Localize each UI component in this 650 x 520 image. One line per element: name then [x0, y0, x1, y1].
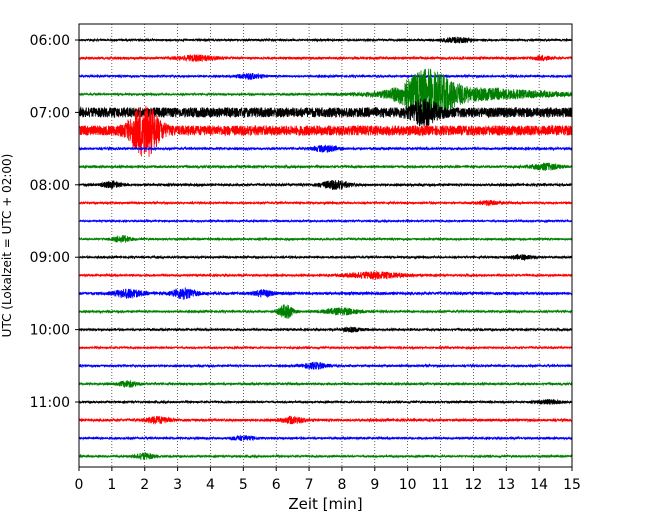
- trace-0815: [78, 199, 573, 207]
- y-tick-label: 09:00: [30, 250, 70, 266]
- y-tick-label: 11:00: [30, 395, 70, 411]
- x-tick-label: 4: [206, 477, 215, 493]
- trace-0645: [78, 68, 573, 120]
- trace-1145: [78, 452, 573, 460]
- trace-0915: [78, 270, 573, 281]
- y-tick-label: 10:00: [30, 323, 70, 339]
- trace-1015: [78, 345, 573, 351]
- x-tick-label: 0: [75, 477, 84, 493]
- y-axis-label: UTC (Lokalzeit = UTC + 02:00): [0, 154, 14, 338]
- x-tick-label: 7: [305, 477, 314, 493]
- trace-0715: [78, 105, 573, 157]
- trace-0700: [78, 98, 573, 127]
- x-tick-label: 13: [497, 477, 515, 493]
- trace-1000: [78, 326, 573, 333]
- trace-1115: [78, 415, 573, 425]
- x-tick-label: 6: [272, 477, 281, 493]
- trace-0845: [78, 235, 573, 244]
- x-tick-label: 12: [464, 477, 482, 493]
- y-tick-label: 07:00: [30, 105, 70, 121]
- trace-0800: [78, 179, 573, 190]
- trace-0615: [78, 53, 573, 63]
- x-tick-label: 1: [107, 477, 116, 493]
- y-tick-label: 08:00: [30, 178, 70, 194]
- trace-0900: [78, 253, 573, 262]
- trace-1030: [78, 361, 573, 370]
- x-tick-label: 9: [370, 477, 379, 493]
- x-tick-label: 14: [530, 477, 548, 493]
- grid-lines: [111, 24, 540, 467]
- y-axis-ticks: 06:00 07:00 08:00 09:00 10:00 11:00: [30, 33, 79, 411]
- x-axis-label: Zeit [min]: [288, 495, 362, 513]
- x-tick-label: 8: [337, 477, 346, 493]
- x-axis-ticks: 0 1 2 3 4 5 6 7 8 9 10 11 12 13 14 15: [75, 467, 581, 493]
- x-tick-label: 15: [563, 477, 581, 493]
- trace-0745: [78, 162, 573, 171]
- trace-0830: [78, 218, 573, 224]
- x-tick-label: 11: [432, 477, 450, 493]
- trace-0630: [78, 72, 573, 81]
- trace-0945: [78, 304, 573, 320]
- trace-0730: [78, 144, 573, 153]
- trace-1130: [78, 434, 573, 442]
- x-tick-label: 10: [399, 477, 417, 493]
- y-tick-label: 06:00: [30, 33, 70, 49]
- x-tick-label: 2: [140, 477, 149, 493]
- trace-1100: [78, 398, 573, 405]
- trace-0600: [78, 36, 573, 44]
- x-tick-label: 3: [173, 477, 182, 493]
- plot-frame: [78, 23, 573, 468]
- trace-1045: [78, 380, 573, 389]
- x-tick-label: 5: [239, 477, 248, 493]
- seismic-traces: [78, 36, 573, 460]
- trace-0930: [78, 287, 573, 300]
